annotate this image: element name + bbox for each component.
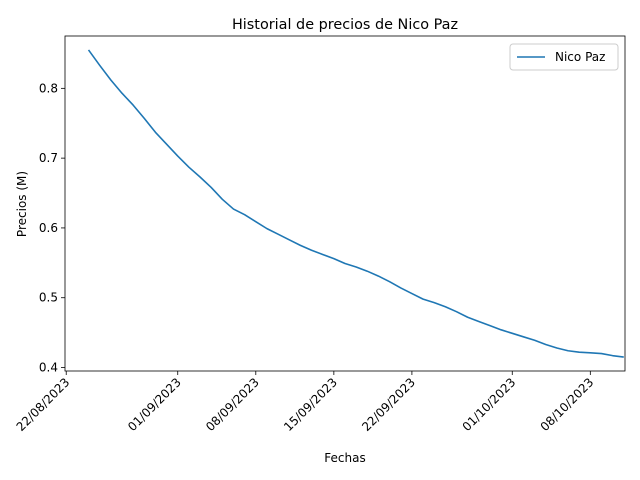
x-tick-label: 15/09/2023 bbox=[281, 375, 340, 434]
legend: Nico Paz bbox=[509, 43, 619, 71]
x-tick-label: 08/09/2023 bbox=[203, 375, 262, 434]
y-tick-label: 0.4 bbox=[39, 361, 58, 375]
y-tick-label: 0.5 bbox=[39, 291, 58, 305]
x-tick-label: 01/10/2023 bbox=[460, 375, 519, 434]
y-axis-label: Precios (M) bbox=[15, 171, 29, 237]
plot-area-frame bbox=[64, 35, 626, 372]
y-tick-label: 0.7 bbox=[39, 151, 58, 165]
chart-title: Historial de precios de Nico Paz bbox=[232, 17, 458, 33]
y-axis-ticks: 0.4 0.5 0.6 0.7 0.8 bbox=[39, 81, 65, 375]
x-tick-label: 22/08/2023 bbox=[14, 375, 73, 434]
series-line-nico-paz bbox=[87, 49, 624, 358]
x-tick-label: 22/09/2023 bbox=[359, 375, 418, 434]
x-tick-label: 01/09/2023 bbox=[125, 375, 184, 434]
legend-label-nico-paz: Nico Paz bbox=[555, 50, 605, 64]
legend-frame bbox=[509, 43, 619, 71]
x-axis-ticks: 22/08/2023 01/09/2023 08/09/2023 15/09/2023… bbox=[14, 371, 597, 434]
x-axis-label: Fechas bbox=[324, 451, 365, 465]
x-tick-label: 08/10/2023 bbox=[538, 375, 597, 434]
y-tick-label: 0.8 bbox=[39, 81, 58, 95]
y-tick-label: 0.6 bbox=[39, 221, 58, 235]
